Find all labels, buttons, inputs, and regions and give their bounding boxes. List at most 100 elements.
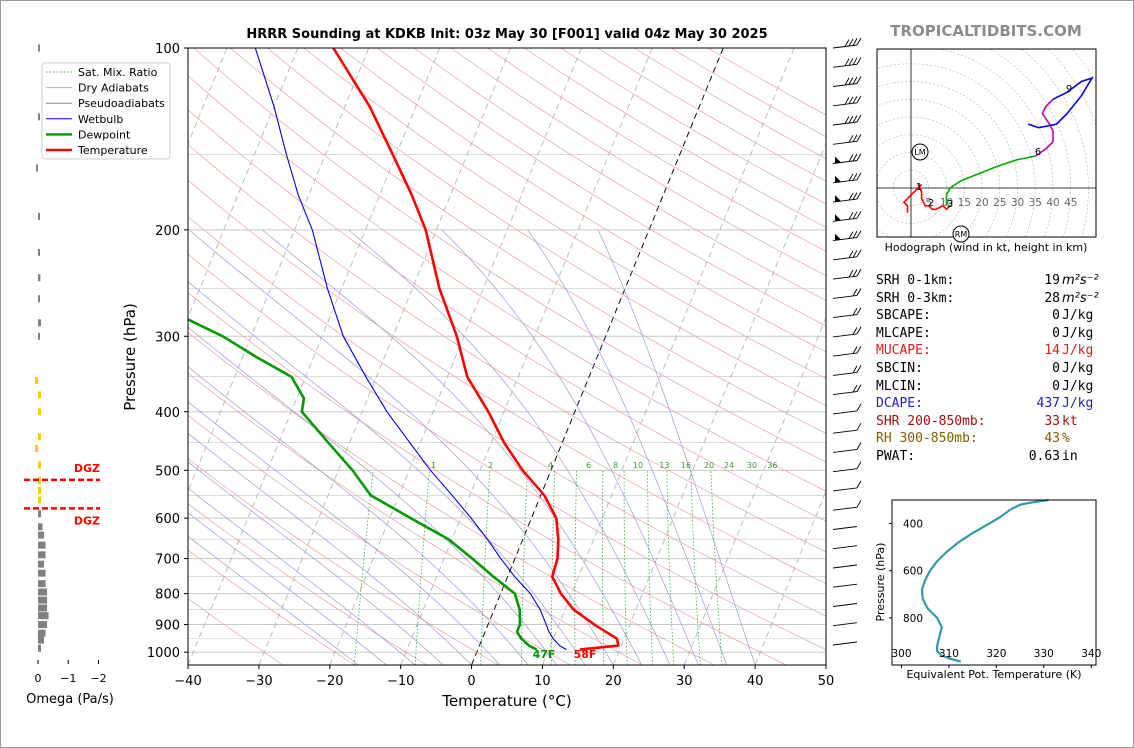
mixing-ratio-line (353, 470, 374, 665)
stat-value: 43 (1044, 431, 1060, 447)
stat-row: MUCAPE: 14 J/kg (876, 342, 1096, 360)
hodograph-marker-label: LM (914, 148, 925, 157)
hodograph-chart: 5 10 15 20 25 30 35 40 45 12 3 6 9 LM RM Hodograph (wi… (876, 48, 1097, 254)
dry-adiabat-line (188, 597, 284, 665)
omega-bar (35, 376, 38, 384)
wind-barb (832, 307, 862, 319)
omega-bar (38, 629, 46, 637)
mixing-ratio-label: 1 (431, 461, 436, 470)
dgz-top-label: DGZ (74, 462, 100, 475)
stat-unit: J/kg (1062, 378, 1094, 394)
dry-adiabat-line (188, 458, 499, 665)
wind-barb (832, 384, 862, 396)
omega-bar (38, 569, 46, 577)
stat-row: RH 300-850mb: 43% (876, 430, 1096, 448)
wind-barb (832, 191, 862, 203)
stat-unit: J/kg (1062, 325, 1094, 341)
omega-bar (36, 164, 38, 172)
stat-label: SRH 0-1km: (876, 273, 955, 288)
skewt-plot-frame (187, 47, 827, 666)
stat-label: MLCAPE: (876, 325, 931, 341)
skewt-y-tick-label: 1000 (147, 646, 180, 661)
omega-bar (38, 541, 46, 549)
omega-bar (38, 113, 40, 121)
dry-adiabat-line (188, 179, 826, 585)
legend-label: Dry Adiabats (78, 82, 149, 95)
dry-adiabat-line (188, 216, 826, 617)
wind-barb (832, 461, 862, 473)
theta-e-x-tick-label: 320 (986, 648, 1006, 660)
hodograph-ring-label: 25 (993, 197, 1006, 209)
hodograph-ring-label: 30 (1011, 197, 1024, 209)
omega-bar (38, 408, 41, 416)
hodograph-height-label: 2 (928, 198, 934, 209)
hodograph-ring (877, 98, 1001, 237)
legend-label: Dewpoint (78, 128, 131, 141)
mixing-ratio-label: 30 (747, 461, 757, 470)
legend-label: Pseudoadiabats (78, 97, 165, 110)
omega-x-tick-label: −1 (60, 672, 76, 685)
dry-adiabat-line (230, 48, 826, 434)
mixing-ratio-line (666, 470, 675, 665)
skewt-y-tick-label: 300 (155, 330, 180, 345)
skewt-y-tick-label: 100 (155, 42, 180, 57)
omega-x-tick-label: −2 (90, 672, 106, 685)
dry-adiabat-line (188, 75, 826, 492)
skewt-x-tick-label: 30 (676, 674, 693, 689)
theta-e-y-tick-label: 600 (903, 566, 923, 578)
mixing-ratio-line (414, 470, 430, 665)
stat-value: 0 (1052, 325, 1060, 341)
dry-adiabat-line (188, 109, 826, 522)
wind-barb (832, 564, 858, 569)
omega-bar (38, 274, 41, 282)
stat-label: SRH 0-3km: (876, 290, 955, 306)
stat-value: 0 (1052, 378, 1060, 394)
theta-e-chart: 300 310 320 330 340 400 600 800 Equivalent Pot.… (874, 498, 1101, 681)
stat-row: SRH 0-1km: 19 m²s⁻² (876, 272, 1099, 290)
stat-unit: J/kg (1062, 308, 1094, 324)
dry-adiabat-line (670, 48, 826, 138)
omega-chart: DGZ DGZ 0 −1 −2 Omega (Pa/s) (24, 44, 114, 707)
isotherm-gridline (542, 48, 795, 665)
skewt-x-tick-label: 40 (747, 674, 764, 689)
omega-x-label: Omega (Pa/s) (26, 692, 114, 707)
wind-barb (832, 641, 858, 646)
omega-bar (38, 461, 41, 469)
dry-adiabat-line (266, 48, 826, 407)
chart-title: HRRR Sounding at KDKB Init: 03z May 30 [… (246, 27, 768, 42)
dry-adiabat-line (303, 48, 826, 379)
omega-bar (38, 212, 40, 220)
wind-barb (832, 545, 858, 550)
freezing-isotherm (471, 48, 724, 665)
theta-e-x-label: Equivalent Pot. Temperature (K) (906, 668, 1081, 681)
brand-logo: TROPICALTIDBITS.COM (890, 22, 1082, 40)
stat-row: PWAT: 0.63 in (876, 448, 1096, 466)
hodograph-height-label: 6 (1035, 147, 1041, 158)
pseudoadiabat-line (188, 229, 614, 665)
legend-box (41, 62, 171, 160)
dry-adiabat-line (188, 331, 715, 665)
stat-value: 28 (1044, 290, 1060, 306)
stat-unit: m²s⁻² (1062, 273, 1099, 288)
isotherm-gridline (188, 48, 370, 493)
stat-row: SHR 200-850mb: 33 kt (876, 413, 1096, 431)
hodograph-ring-label: 10 (940, 197, 953, 209)
pseudoadiabat-line (527, 229, 728, 665)
omega-bar (38, 295, 40, 303)
isotherm-gridline (683, 316, 826, 665)
pseudoadiabat-line (262, 229, 643, 665)
theta-e-frame (891, 499, 1097, 666)
skewt-x-tick-label: 50 (818, 674, 835, 689)
skewt-x-tick-label: 0 (467, 674, 475, 689)
omega-bar (38, 636, 45, 644)
stat-unit: in (1062, 448, 1078, 464)
skewt-x-tick-label: −30 (245, 674, 272, 689)
dgz-bottom-label: DGZ (74, 514, 100, 527)
hodograph-ring-label: 15 (958, 197, 971, 209)
dry-adiabat-line (377, 48, 826, 327)
wind-barb (832, 57, 862, 68)
hodograph-ring (1094, 49, 1096, 51)
stat-label: MUCAPE: (876, 343, 931, 359)
pseudoadiabat-line (188, 326, 557, 665)
skewt-y-tick-label: 600 (155, 512, 180, 527)
